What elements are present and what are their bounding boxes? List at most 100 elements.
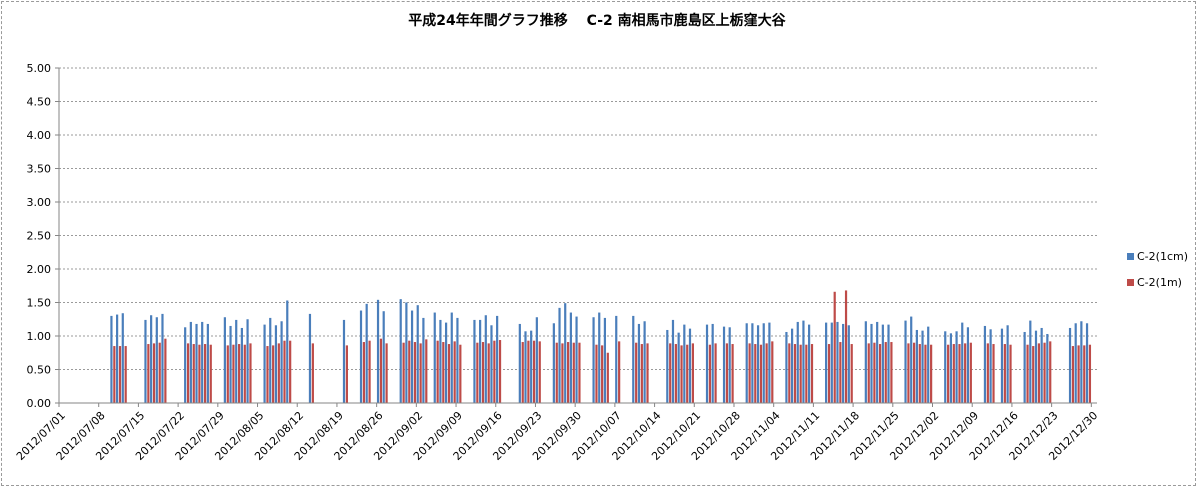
- bar-c2-1cm: [802, 320, 805, 403]
- bar-c2-1m: [442, 342, 445, 403]
- bar-c2-1m: [1071, 346, 1075, 403]
- gridlines: [59, 67, 1097, 370]
- bar-c2-1m: [680, 345, 683, 403]
- bar-c2-1m: [947, 344, 950, 403]
- bar-c2-1m: [289, 340, 292, 403]
- bar-c2-1cm: [473, 319, 476, 403]
- bar-c2-1cm: [433, 312, 436, 403]
- bar-c2-1m: [436, 340, 439, 403]
- bar-c2-1m: [527, 340, 530, 403]
- bar-c2-1m: [646, 343, 649, 403]
- bar-c2-1cm: [365, 303, 368, 403]
- bar-c2-1m: [209, 344, 212, 403]
- bar-c2-1m: [618, 341, 621, 403]
- y-tick-label: 1.50: [27, 297, 52, 310]
- bar-c2-1cm: [518, 323, 521, 403]
- bar-c2-1cm: [910, 316, 913, 403]
- bar-c2-1cm: [870, 323, 873, 403]
- bar-c2-1m: [487, 343, 490, 403]
- bar-c2-1m: [890, 342, 893, 403]
- bar-c2-1m: [839, 342, 842, 403]
- bar-c2-1cm: [450, 312, 453, 403]
- bar-c2-1cm: [552, 323, 555, 403]
- bar-c2-1cm: [206, 323, 209, 403]
- bar-c2-1m: [368, 340, 371, 403]
- bar-c2-1m: [447, 344, 451, 403]
- bar-c2-1cm: [955, 331, 958, 403]
- bar-c2-1cm: [229, 325, 232, 403]
- bar-c2-1m: [164, 338, 167, 403]
- bar-c2-1m: [827, 344, 831, 403]
- bar-c2-1m: [1043, 342, 1046, 403]
- bar-c2-1m: [606, 352, 609, 403]
- bar-c2-1cm: [144, 319, 147, 403]
- bar-c2-1cm: [405, 302, 408, 403]
- bar-c2-1m: [158, 342, 161, 403]
- bar-c2-1m: [283, 340, 286, 403]
- bar-c2-1m: [635, 342, 638, 403]
- bar-c2-1cm: [1085, 323, 1089, 403]
- bar-c2-1cm: [479, 319, 482, 403]
- bar-c2-1cm: [688, 328, 692, 403]
- bar-c2-1m: [249, 343, 252, 403]
- bar-c2-1cm: [671, 319, 675, 403]
- bar-c2-1cm: [484, 315, 487, 403]
- bar-c2-1m: [1009, 344, 1012, 403]
- bar-c2-1m: [674, 344, 677, 403]
- bar-c2-1m: [578, 342, 581, 403]
- bar-c2-1cm: [1000, 328, 1004, 403]
- bar-c2-1m: [419, 343, 422, 403]
- bar-c2-1cm: [1046, 333, 1049, 403]
- bar-c2-1m: [453, 341, 456, 403]
- bar-c2-1m: [884, 342, 887, 403]
- bar-c2-1m: [238, 344, 241, 403]
- bar-c2-1cm: [768, 322, 771, 403]
- bar-c2-1cm: [235, 319, 238, 403]
- bar-c2-1cm: [439, 319, 442, 403]
- bar-c2-1m: [493, 340, 496, 403]
- bar-c2-1cm: [745, 323, 748, 403]
- bar-c2-1cm: [785, 331, 788, 403]
- bar-c2-1m: [113, 346, 116, 403]
- bar-c2-1cm: [1006, 325, 1009, 403]
- bar-c2-1cm: [201, 321, 204, 403]
- bar-c2-1cm: [184, 327, 187, 403]
- bar-c2-1cm: [598, 312, 601, 403]
- bar-c2-1cm: [382, 311, 385, 403]
- bar-c2-1m: [152, 343, 156, 403]
- y-tick-labels: 0.00 0.50 1.00 1.50 2.00 2.50 3.00 3.50 4.00 4.50…: [27, 62, 52, 410]
- bar-c2-1cm: [1040, 327, 1043, 403]
- bar-c2-1m: [481, 342, 485, 403]
- bar-c2-1cm: [223, 317, 226, 403]
- bar-c2-1m: [147, 344, 150, 403]
- bar-c2-1m: [1026, 344, 1029, 403]
- bar-c2-1cm: [342, 319, 346, 403]
- bar-c2-1cm: [263, 324, 266, 403]
- bar-c2-1m: [691, 343, 694, 403]
- bar-c2-1cm: [280, 321, 283, 403]
- bars: [110, 290, 1092, 403]
- bar-c2-1cm: [756, 325, 760, 403]
- bar-c2-1cm: [496, 315, 499, 403]
- bar-c2-1cm: [359, 310, 363, 403]
- bar-c2-1m: [964, 343, 967, 403]
- bar-c2-1cm: [921, 330, 924, 403]
- y-tick-label: 5.00: [27, 62, 52, 75]
- bar-c2-1cm: [399, 299, 402, 403]
- y-tick-label: 2.00: [27, 263, 52, 276]
- legend: C-2(1cm) C-2(1m): [1127, 250, 1188, 289]
- bar-c2-1m: [748, 343, 751, 403]
- y-tick-label: 3.00: [27, 196, 52, 209]
- bar-c2-1m: [277, 343, 280, 403]
- bar-c2-1cm: [121, 313, 124, 403]
- bar-c2-1cm: [240, 327, 243, 403]
- bar-c2-1m: [788, 343, 791, 403]
- bar-c2-1m: [272, 345, 275, 403]
- bar-c2-1cm: [575, 316, 578, 403]
- bar-c2-1m: [1003, 344, 1006, 403]
- bar-c2-1m: [476, 342, 479, 403]
- bar-c2-1cm: [637, 323, 641, 403]
- bar-c2-1m: [498, 340, 502, 403]
- bar-c2-1m: [186, 343, 190, 403]
- bar-c2-1cm: [444, 322, 448, 403]
